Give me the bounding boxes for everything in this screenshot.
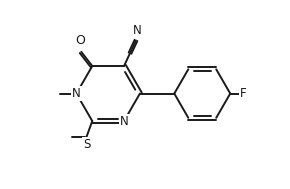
Text: N: N (120, 115, 128, 128)
Text: O: O (75, 34, 85, 47)
Text: S: S (83, 138, 90, 151)
Text: N: N (133, 24, 141, 37)
Text: F: F (240, 87, 247, 100)
Text: N: N (72, 87, 81, 100)
